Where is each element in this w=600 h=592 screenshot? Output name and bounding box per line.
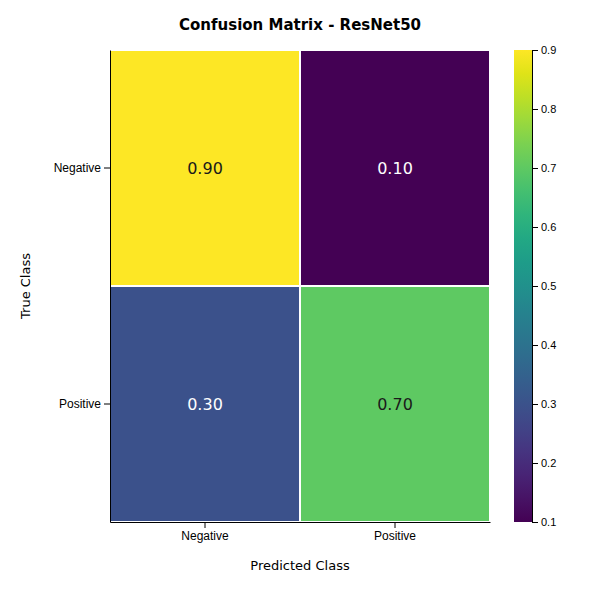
tick-label: 0.8 (541, 103, 556, 115)
tick-label: 0.2 (541, 457, 556, 469)
data-labels: 0.90 0.10 0.30 0.70 (187, 159, 413, 414)
colorbar-axis: 0.1 0.2 0.3 0.4 0.5 0.6 0.7 0.8 0.9 (532, 44, 556, 528)
tick-label: Positive (59, 397, 101, 411)
tick: 0.4 (532, 339, 556, 351)
tick-label: 0.9 (541, 44, 556, 56)
title: Confusion Matrix - ResNet50 (179, 16, 421, 34)
data-label: 0.90 (187, 159, 223, 178)
y-axis-title: True Class (18, 253, 33, 320)
x-axis-title: Predicted Class (250, 558, 350, 573)
tick: 0.8 (532, 103, 556, 115)
tick-label: 0.4 (541, 339, 556, 351)
tick: Negative (181, 522, 229, 543)
tick: 0.2 (532, 457, 556, 469)
tick-mark (532, 168, 538, 169)
tick-label: 0.5 (541, 280, 556, 292)
plot: 0.900.100.300.70NegativePositiveNegative… (54, 50, 491, 543)
axis-line (111, 522, 491, 523)
tick-mark (532, 404, 538, 405)
y-axis: Negative Positive (54, 51, 111, 523)
tick-label: 0.3 (541, 398, 556, 410)
x-axis: Negative Positive (111, 522, 491, 543)
data-label: 0.30 (187, 395, 223, 414)
tick-mark (532, 463, 538, 464)
tick: 0.1 (532, 516, 556, 528)
tick-label: Positive (374, 529, 416, 543)
cell (110, 286, 300, 522)
tick: Positive (374, 522, 416, 543)
tick-label: 0.7 (541, 162, 556, 174)
cell (300, 286, 490, 522)
data-label: 0.10 (377, 159, 413, 178)
tick-label: 0.1 (541, 516, 556, 528)
cell (110, 50, 300, 286)
colorbar: 0.1 0.2 0.3 0.4 0.5 0.6 0.7 0.8 0.9 (514, 44, 556, 528)
tick: 0.5 (532, 280, 556, 292)
tick-mark (205, 522, 206, 528)
tick-label: Negative (181, 529, 229, 543)
tick-mark (532, 286, 538, 287)
tick-mark (532, 227, 538, 228)
tick-mark (532, 109, 538, 110)
tick: Negative (54, 161, 110, 175)
tick: Positive (59, 397, 110, 411)
tick: 0.7 (532, 162, 556, 174)
tick-mark (104, 168, 110, 169)
cells (110, 50, 490, 522)
data-label: 0.70 (377, 395, 413, 414)
tick-label: Negative (54, 161, 102, 175)
tick: 0.3 (532, 398, 556, 410)
colorbar-gradient (514, 50, 532, 522)
cell (300, 50, 490, 286)
tick-mark (104, 404, 110, 405)
tick: 0.9 (532, 44, 556, 56)
chart: Confusion Matrix - ResNet500.900.100.300… (0, 0, 600, 592)
tick-mark (532, 345, 538, 346)
axis-line (110, 51, 111, 523)
tick-label: 0.6 (541, 221, 556, 233)
tick: 0.6 (532, 221, 556, 233)
tick-mark (395, 522, 396, 528)
tick-mark (532, 50, 538, 51)
tick-mark (532, 522, 538, 523)
